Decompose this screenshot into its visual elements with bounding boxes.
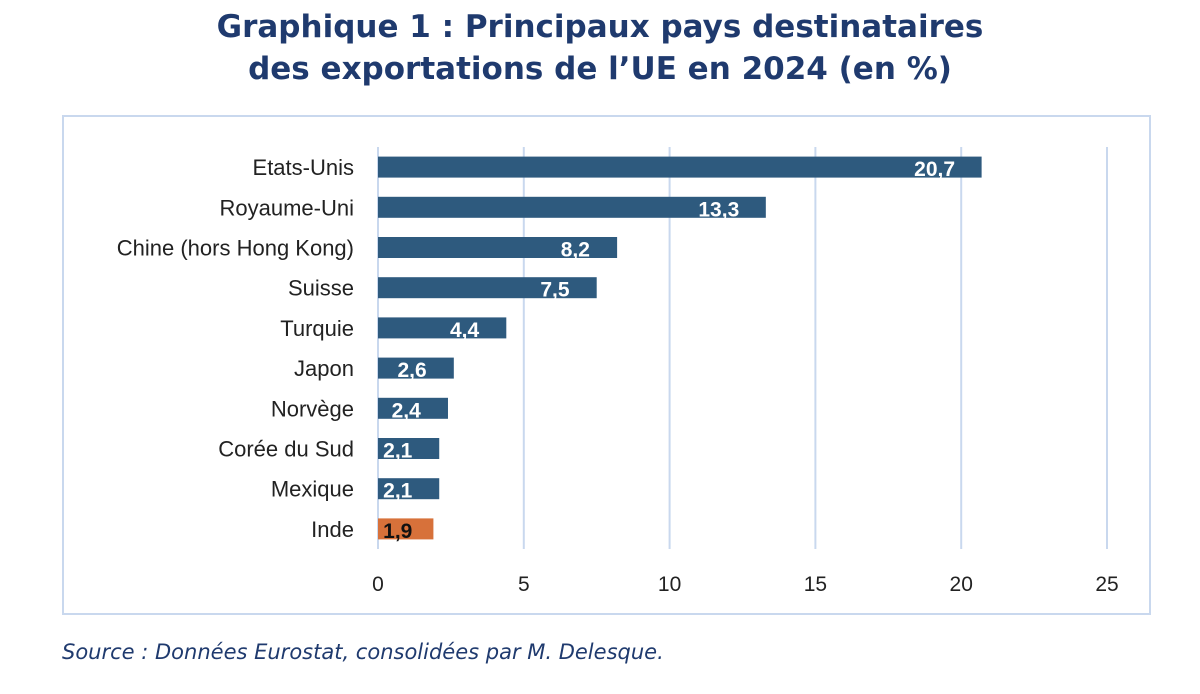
bar-1 xyxy=(378,156,982,178)
x-tick-label: 10 xyxy=(658,573,681,596)
value-label: 2,1 xyxy=(383,480,413,503)
bar-7 xyxy=(378,397,448,419)
value-label: 2,6 xyxy=(397,359,426,382)
category-label: Royaume-Uni xyxy=(220,195,355,220)
bar-10 xyxy=(378,518,434,540)
bar-3 xyxy=(378,237,618,258)
value-label: 2,4 xyxy=(392,399,422,422)
bar-6 xyxy=(378,357,454,379)
chart-frame: 0 5 10 15 20 25 Etats-Unis 20,7 Royaume-Uni 13,3 C… xyxy=(62,115,1151,615)
category-label: Turquie xyxy=(280,316,354,341)
x-tick-label: 20 xyxy=(950,573,973,596)
x-tick-label: 0 xyxy=(372,573,384,596)
bar-2 xyxy=(378,196,766,218)
category-label: Norvège xyxy=(271,396,354,421)
category-label: Japon xyxy=(294,356,354,381)
value-label: 13,3 xyxy=(698,198,739,221)
value-label: 1,9 xyxy=(383,520,412,543)
x-tick-label: 25 xyxy=(1095,573,1118,596)
bar-9 xyxy=(378,478,440,500)
x-tick-label: 5 xyxy=(518,573,530,596)
category-label: Suisse xyxy=(288,276,354,301)
source-note: Source : Données Eurostat, consolidées p… xyxy=(62,640,664,664)
category-label: Chine (hors Hong Kong) xyxy=(117,236,354,261)
chart-title-line-2: des exportations de l’UE en 2024 (en %) xyxy=(248,51,952,87)
value-label: 20,7 xyxy=(914,158,955,181)
category-label: Corée du Sud xyxy=(218,437,354,462)
bar-4 xyxy=(378,277,597,299)
bar-chart: 0 5 10 15 20 25 Etats-Unis 20,7 Royaume-Uni 13,3 C… xyxy=(117,147,1119,596)
value-label: 2,1 xyxy=(383,440,413,463)
chart-title-line-1: Graphique 1 : Principaux pays destinatai… xyxy=(216,9,984,45)
value-label: 8,2 xyxy=(561,239,590,262)
chart-title: Graphique 1 : Principaux pays destinatai… xyxy=(0,6,1200,90)
x-tick-label: 15 xyxy=(804,573,827,596)
bar-8 xyxy=(378,438,440,459)
value-label: 4,4 xyxy=(450,319,480,342)
value-label: 7,5 xyxy=(540,279,570,302)
category-label: Mexique xyxy=(271,477,354,502)
bar-5 xyxy=(378,317,507,339)
category-label: Etats-Unis xyxy=(253,155,354,180)
category-label: Inde xyxy=(311,517,354,542)
